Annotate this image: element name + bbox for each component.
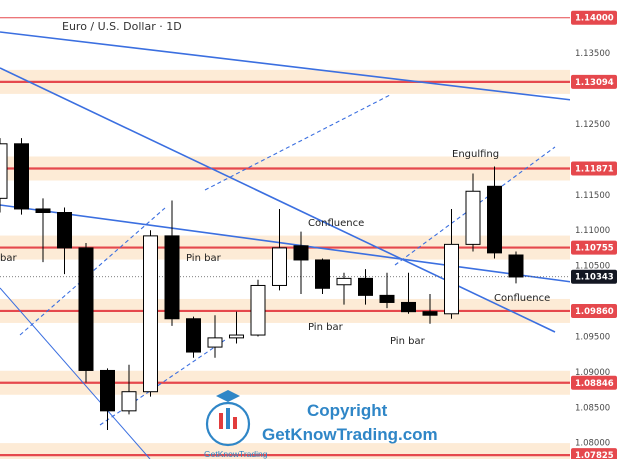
price-badge[interactable] <box>571 375 617 390</box>
watermark-copyright: Copyright <box>307 401 388 420</box>
watermark-site: GetKnowTrading.com <box>262 425 438 444</box>
price-badge[interactable] <box>571 74 617 89</box>
candle-body[interactable] <box>487 185 502 254</box>
logo-bar-icon <box>233 417 237 429</box>
y-tick-label: 1.09500 <box>575 332 610 342</box>
y-tick-label: 1.10500 <box>575 262 610 272</box>
candle-body[interactable] <box>78 247 94 371</box>
logo-ring <box>205 401 251 447</box>
candle-body[interactable] <box>100 369 115 412</box>
price-badge-label: 1.11871 <box>575 165 614 175</box>
logo-cap-icon <box>216 390 240 402</box>
price-badge-label: 1.08846 <box>575 379 614 389</box>
annotation-bar: bar <box>0 253 17 264</box>
candle-body[interactable] <box>336 277 352 286</box>
candle-body[interactable] <box>508 254 524 278</box>
candle-body[interactable] <box>250 284 266 336</box>
price-badge[interactable] <box>571 10 617 25</box>
candle-body[interactable] <box>401 301 416 313</box>
candle-body[interactable] <box>444 243 459 315</box>
price-badge[interactable] <box>571 303 617 318</box>
candle-body[interactable] <box>0 143 8 199</box>
y-tick-label: 1.12500 <box>575 120 610 130</box>
chart-title: Euro / U.S. Dollar · 1D <box>62 20 182 33</box>
candle-body[interactable] <box>315 259 330 289</box>
price-badge-label: 1.10343 <box>575 273 614 283</box>
price-badge-label: 1.09860 <box>575 307 614 317</box>
getknowtrading-logo: GetKnowTrading <box>204 390 268 459</box>
candle-body[interactable] <box>143 235 158 393</box>
y-tick-label: 1.08000 <box>575 439 610 449</box>
price-badge[interactable] <box>571 269 617 284</box>
price-badge-layer: 1.14000 1.13094 1.11871 1.10755 1.10343 1.098… <box>571 10 617 459</box>
price-badge[interactable] <box>571 161 617 176</box>
logo-bar-icon <box>226 408 230 429</box>
price-badge[interactable] <box>571 448 617 459</box>
y-tick-label: 1.08500 <box>575 403 610 413</box>
price-badge-label: 1.10755 <box>575 244 614 254</box>
candle-layer <box>0 138 524 430</box>
annotation-confluence-2: Confluence <box>494 293 550 304</box>
price-axis: 1.13500 1.12500 1.11500 1.11000 1.10500 1.095… <box>570 0 620 459</box>
annotation-engulfing: Engulfing <box>452 149 499 160</box>
candle-body[interactable] <box>422 311 438 316</box>
candle-body[interactable] <box>121 391 137 412</box>
y-tick-label: 1.09000 <box>575 368 610 378</box>
price-badge[interactable] <box>571 240 617 255</box>
sr-zone <box>0 443 570 459</box>
descending-trendline-middle[interactable] <box>0 204 573 283</box>
candle-body[interactable] <box>358 277 373 296</box>
candle-body[interactable] <box>186 318 201 353</box>
trendline-layer <box>0 31 573 459</box>
y-tick-label: 1.11000 <box>575 226 610 236</box>
candle-body[interactable] <box>293 245 309 261</box>
descending-trendline-upper[interactable] <box>0 31 573 101</box>
candle-body[interactable] <box>14 143 29 210</box>
descending-trendline-steep[interactable] <box>0 67 556 333</box>
candle-body[interactable] <box>57 212 72 249</box>
logo-bar-icon <box>219 413 223 429</box>
price-badge-label: 1.07825 <box>575 451 614 459</box>
price-badge-label: 1.13094 <box>575 78 614 88</box>
y-tick-label: 1.11500 <box>575 191 610 201</box>
candle-body[interactable] <box>272 247 287 286</box>
descending-trendline-lower[interactable] <box>0 287 151 459</box>
annotation-pin-bar-1: Pin bar <box>186 253 222 264</box>
price-badge-label: 1.14000 <box>575 14 614 24</box>
candle-body[interactable] <box>465 190 481 245</box>
candle-body[interactable] <box>35 208 51 213</box>
candle-body[interactable] <box>379 294 395 303</box>
annotation-pin-bar-3: Pin bar <box>390 336 426 347</box>
watermark: GetKnowTrading Copyright GetKnowTrading.… <box>204 390 438 459</box>
candle-body[interactable] <box>207 337 223 348</box>
candle-body[interactable] <box>164 235 180 320</box>
annotation-confluence-1: Confluence <box>308 218 364 229</box>
annotation-pin-bar-2: Pin bar <box>308 322 344 333</box>
candle-body[interactable] <box>229 334 244 339</box>
y-tick-label: 1.13500 <box>575 49 610 59</box>
logo-text: GetKnowTrading <box>204 449 268 459</box>
